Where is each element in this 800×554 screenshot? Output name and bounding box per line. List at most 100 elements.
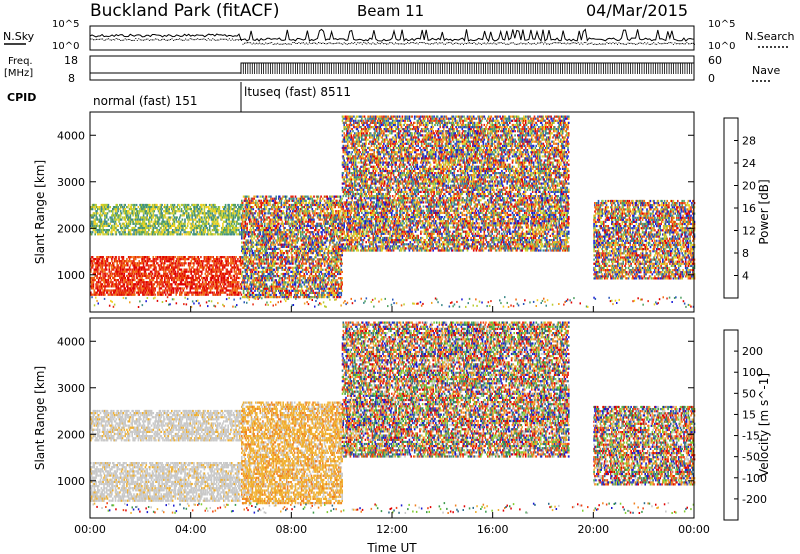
range-gate-cell (105, 266, 107, 268)
range-gate-cell (228, 283, 230, 285)
nsearch-point (611, 43, 612, 44)
range-gate-cell (155, 260, 157, 262)
range-gate-cell (109, 283, 111, 285)
range-gate-cell (141, 289, 143, 291)
range-gate-cell (149, 275, 151, 277)
range-gate-cell (130, 231, 132, 233)
nsearch-point (581, 42, 582, 43)
range-gate-cell (235, 292, 237, 294)
range-gate-cell (102, 231, 104, 233)
range-gate-cell (120, 214, 122, 216)
range-gate-cell (167, 221, 169, 223)
range-gate-cell (96, 275, 98, 277)
nsearch-point (147, 39, 148, 40)
range-gate-cell (117, 275, 119, 277)
range-gate-cell (130, 229, 132, 231)
range-gate-cell (138, 273, 140, 275)
range-gate-cell (133, 271, 135, 273)
nsearch-point (261, 43, 262, 44)
range-gate-cell (142, 273, 144, 275)
range-gate-cell (186, 271, 188, 273)
range-gate-cell (110, 292, 112, 294)
range-gate-cell (115, 275, 117, 277)
range-gate-cell (199, 287, 201, 289)
nsearch-point (288, 43, 289, 44)
range-gate-cell (144, 233, 146, 235)
range-gate-cell (91, 283, 93, 285)
nsearch-point (150, 39, 151, 40)
range-gate-cell (187, 285, 189, 287)
range-gate-cell (221, 260, 223, 262)
range-gate-cell (209, 266, 211, 268)
nsearch-point (138, 38, 139, 39)
range-gate-cell (121, 225, 123, 227)
range-gate-cell (212, 256, 214, 258)
range-gate-cell (96, 294, 98, 296)
range-gate-cell (173, 258, 175, 260)
range-gate-cell (148, 229, 150, 231)
freq-tick-bottom: 8 (68, 72, 75, 85)
range-gate-cell (235, 271, 237, 273)
nsearch-point (443, 44, 444, 45)
range-gate-cell (126, 292, 128, 294)
range-gate-cell (237, 266, 239, 268)
range-gate-cell (102, 283, 104, 285)
range-gate-cell (185, 275, 187, 277)
range-gate-cell (183, 287, 185, 289)
nsearch-point (224, 39, 225, 40)
nsearch-point (161, 39, 162, 40)
range-gate-cell (101, 210, 103, 212)
range-gate-cell (168, 281, 170, 283)
nsearch-tick-bottom: 10^0 (708, 41, 735, 52)
range-gate-cell (130, 283, 132, 285)
range-gate-cell (157, 258, 159, 260)
range-gate-cell (154, 275, 156, 277)
range-gate-cell (206, 260, 208, 262)
range-gate-cell (153, 208, 155, 210)
nsearch-point (227, 40, 228, 41)
range-gate-cell (108, 204, 110, 206)
range-gate-cell (130, 216, 132, 218)
range-gate-cell (166, 275, 168, 277)
range-gate-cell (235, 287, 237, 289)
range-gate-cell (154, 258, 156, 260)
range-gate-cell (94, 271, 96, 273)
range-gate-cell (138, 294, 140, 296)
nsearch-point (212, 38, 213, 39)
range-gate-cell (109, 229, 111, 231)
range-gate-cell (111, 258, 113, 260)
range-gate-cell (199, 294, 201, 296)
range-gate-cell (146, 262, 148, 264)
range-gate-cell (212, 266, 214, 268)
range-gate-cell (124, 206, 126, 208)
range-gate-cell (184, 260, 186, 262)
range-gate-cell (115, 216, 117, 218)
range-gate-cell (148, 285, 150, 287)
range-gate-cell (235, 279, 237, 281)
nsearch-point (667, 43, 668, 44)
range-gate-cell (220, 264, 222, 266)
range-gate-cell (193, 281, 195, 283)
range-gate-cell (192, 277, 194, 279)
range-gate-cell (111, 216, 113, 218)
range-gate-cell (137, 262, 139, 264)
range-gate-cell (191, 292, 193, 294)
range-gate-cell (151, 283, 153, 285)
range-gate-cell (93, 264, 95, 266)
range-gate-cell (131, 277, 133, 279)
range-gate-cell (104, 283, 106, 285)
range-gate-cell (212, 292, 214, 294)
nsearch-point (265, 42, 266, 43)
range-gate-cell (217, 269, 219, 271)
range-gate-cell (173, 292, 175, 294)
range-gate-cell (198, 273, 200, 275)
nsearch-point (679, 43, 680, 44)
range-gate-cell (117, 206, 119, 208)
range-gate-cell (168, 219, 170, 221)
nsearch-point (259, 43, 260, 44)
range-gate-cell (175, 262, 177, 264)
range-gate-cell (200, 275, 202, 277)
range-gate-cell (230, 260, 232, 262)
range-gate-cell (124, 294, 126, 296)
range-gate-cell (102, 273, 104, 275)
